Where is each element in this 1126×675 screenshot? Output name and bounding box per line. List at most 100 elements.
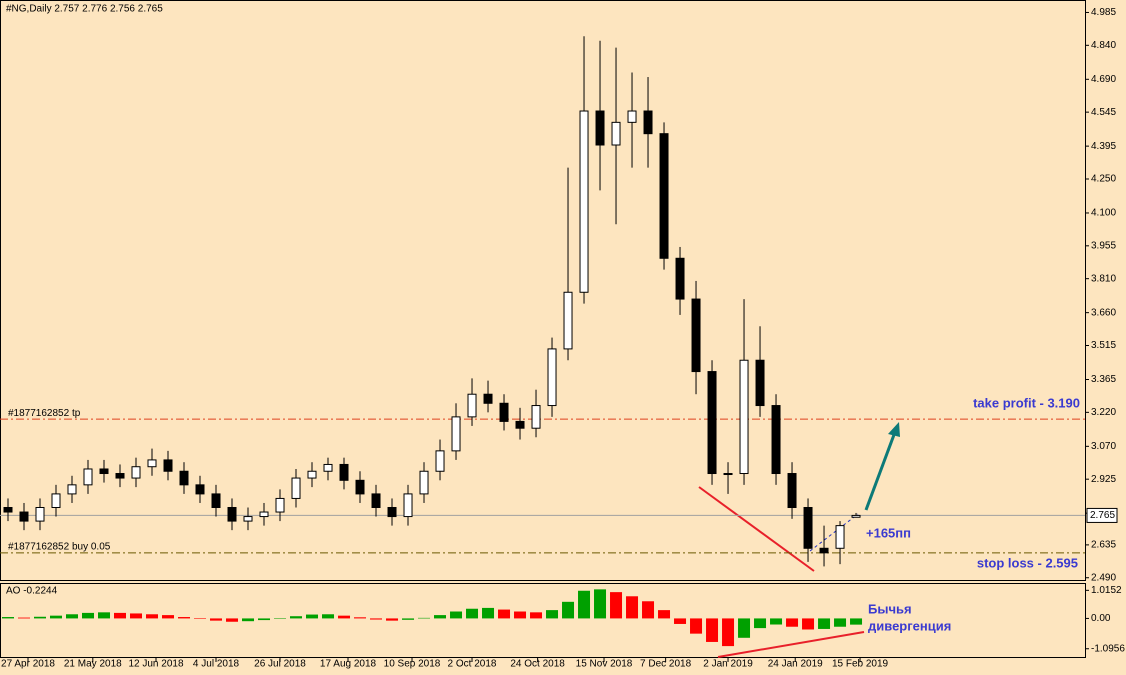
ao-bar [402,618,415,620]
ao-bar [210,618,223,621]
x-tick-label: 17 Aug 2018 [320,659,377,670]
y-tick-label: 0.00 [1091,613,1111,624]
x-tick-label: 24 Oct 2018 [510,659,565,670]
ao-panel-frame [0,583,1086,658]
candle-body [339,463,349,481]
x-tick-label: 10 Sep 2018 [384,659,441,670]
ao-bar [322,614,335,619]
ao-bar [18,617,31,619]
ao-bar [338,615,351,619]
ao-bar [306,614,319,619]
ao-bar [226,618,239,622]
ao-bar [482,607,495,619]
candle-body [755,359,765,407]
candle-body [3,507,13,513]
candle-body [115,473,125,479]
candle-body [355,479,365,495]
candle-body [851,514,861,518]
ao-bar [754,618,767,629]
ao-bar [610,592,623,619]
ao-bar [66,614,79,619]
candle-body [771,405,781,475]
order-level-label: #1877162852 buy 0.05 [8,541,111,552]
candle-body [787,473,797,508]
ao-bar [674,618,687,624]
ao-bar [642,601,655,619]
candle-body [531,405,541,429]
ao-bar [434,615,447,619]
ao-bar [162,615,175,619]
candle-body [291,477,301,499]
y-tick-label: 2.635 [1091,540,1116,551]
candle-body [579,110,589,293]
x-tick-label: 15 Nov 2018 [576,659,633,670]
candle-body [691,298,701,373]
x-tick-label: 26 Jul 2018 [254,659,306,670]
ao-bar [546,610,559,619]
x-tick-label: 2 Oct 2018 [448,659,497,670]
chart-title: #NG,Daily 2.757 2.776 2.756 2.765 [6,4,163,15]
candle-body [739,359,749,475]
current-price-box [1086,507,1118,523]
ao-bar [34,616,47,619]
target-arrow-head [888,422,900,437]
candle-body [675,257,685,300]
candle-body [179,470,189,486]
ao-bar [146,614,159,619]
ao-bar [274,618,287,619]
y-tick-label: 3.660 [1091,307,1116,318]
candle-body [387,507,397,518]
candle-body [515,420,525,429]
y-tick-label: 4.690 [1091,74,1116,85]
ao-bar [98,612,111,619]
candle-body [83,468,93,486]
current-price-label: 2.765 [1090,510,1115,521]
main-panel-frame [0,0,1086,581]
ao-bar [258,618,271,621]
x-tick-label: 21 May 2018 [64,659,122,670]
candle-body [307,470,317,479]
candle-body [547,348,557,407]
candle-body [259,511,269,518]
candle-body [483,393,493,404]
divergence-note: дивергенция [868,618,951,633]
candle-body [147,459,157,468]
ao-bar [386,618,399,621]
y-tick-label: 4.395 [1091,141,1116,152]
x-tick-label: 7 Dec 2018 [640,659,692,670]
ao-bar [690,618,703,634]
x-tick-label: 24 Jan 2019 [768,659,823,670]
ao-bar [818,618,831,629]
divergence-line-price [698,486,815,572]
ao-bar [450,611,463,619]
ao-bar [802,618,815,630]
stop-loss-note: stop loss - 2.595 [977,555,1078,570]
candle-body [499,402,509,422]
candle-body [707,371,717,475]
y-tick-label: 4.100 [1091,208,1116,219]
candle-body [467,393,477,418]
y-tick-label: 1.0152 [1091,585,1122,596]
ao-bar [770,618,783,625]
y-tick-label: 4.545 [1091,107,1116,118]
candle-body [803,507,813,549]
x-tick-label: 15 Feb 2019 [832,659,889,670]
target-arrow [864,431,897,511]
ao-bar [658,610,671,619]
y-tick-label: 3.365 [1091,374,1116,385]
y-tick-label: 3.810 [1091,273,1116,284]
candle-body [563,291,573,350]
candle-body [451,416,461,452]
candle-body [275,497,285,513]
ao-bar [562,601,575,619]
candle-body [419,470,429,495]
x-tick-label: 2 Jan 2019 [703,659,753,670]
ao-bar [242,618,255,622]
ao-bar [578,590,591,619]
ao-bar [178,617,191,619]
y-tick-label: 4.840 [1091,40,1116,51]
ao-bar [130,613,143,619]
ao-bar [290,616,303,619]
